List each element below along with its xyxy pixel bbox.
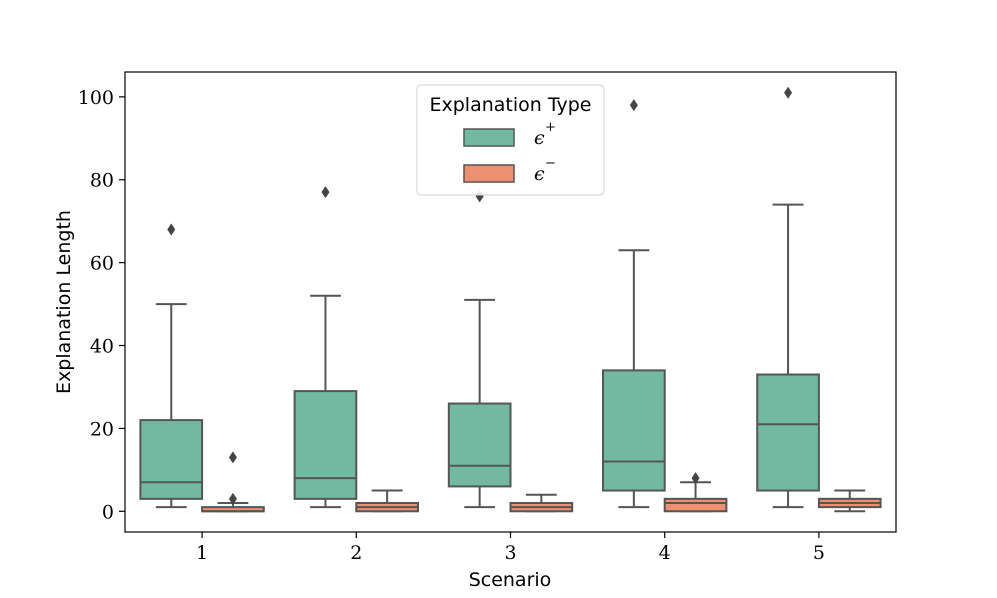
- legend-sup-epsilon-minus: −: [545, 156, 556, 171]
- y-tick-label-60: 60: [90, 253, 114, 275]
- legend-label-epsilon-plus: ϵ: [534, 127, 545, 149]
- y-tick-label-80: 80: [90, 170, 114, 192]
- epsilon-minus-box-4: [663, 497, 728, 513]
- y-tick-label-40: 40: [90, 336, 114, 358]
- y-tick-label-20: 20: [90, 418, 114, 440]
- legend-swatch-epsilon-plus: [463, 128, 515, 147]
- epsilon-plus-outlier-2-0: [321, 186, 330, 199]
- epsilon-plus-outlier-4-0: [629, 99, 638, 112]
- epsilon-minus-outlier-1-1: [228, 451, 237, 464]
- y-axis-label: Explanation Length: [53, 210, 75, 394]
- legend-title: Explanation Type: [430, 94, 592, 116]
- x-tick-label-3: 3: [504, 542, 516, 564]
- x-tick-label-1: 1: [196, 542, 208, 564]
- y-tick-label-0: 0: [102, 501, 114, 523]
- plot-area: [124, 71, 897, 533]
- epsilon-plus-box-3: [447, 402, 512, 488]
- epsilon-minus-outlier-1-0: [228, 492, 237, 505]
- epsilon-plus-box-2: [293, 390, 358, 500]
- epsilon-plus-box-1: [139, 419, 204, 500]
- y-tick-label-100: 100: [78, 87, 114, 109]
- legend-label-epsilon-minus: ϵ: [534, 163, 545, 185]
- epsilon-plus-outlier-5-0: [784, 86, 793, 99]
- legend-sup-epsilon-plus: +: [545, 120, 556, 135]
- epsilon-plus-box-5: [756, 373, 820, 492]
- x-tick-label-5: 5: [813, 542, 825, 564]
- epsilon-plus-outlier-1-0: [167, 223, 176, 236]
- x-tick-label-2: 2: [350, 542, 362, 564]
- epsilon-plus-box-4: [602, 369, 666, 492]
- x-axis-label: Scenario: [469, 569, 552, 591]
- x-tick-label-4: 4: [659, 542, 671, 564]
- legend-swatch-epsilon-minus: [463, 164, 515, 183]
- epsilon-minus-outlier-4-0: [691, 472, 700, 485]
- axis-ticks: 0 20 40 60 80 100 1 2 3 4 5: [78, 87, 825, 564]
